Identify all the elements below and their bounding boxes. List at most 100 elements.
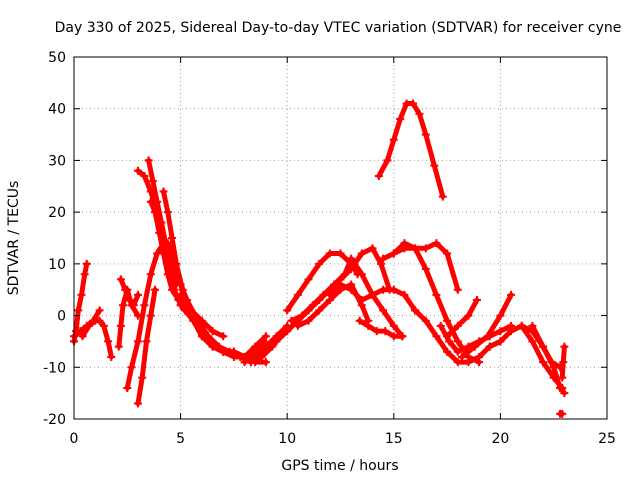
data-point-marker [180, 301, 189, 310]
data-point-marker [496, 327, 505, 336]
data-point-marker [240, 358, 249, 367]
chart-title: Day 330 of 2025, Sidereal Day-to-day VTE… [55, 20, 622, 36]
data-point-marker [496, 311, 505, 320]
data-point-marker [347, 285, 356, 294]
data-point-marker [77, 290, 86, 299]
y-tick-label: 50 [48, 50, 66, 66]
series-arc-05 [116, 275, 142, 310]
data-point-marker [133, 166, 142, 175]
data-point-marker [251, 352, 260, 361]
data-point-marker [389, 332, 398, 341]
data-point-marker [155, 228, 164, 237]
data-point-marker [140, 301, 149, 310]
data-point-marker [261, 332, 270, 341]
data-point-marker [261, 347, 270, 356]
data-point-marker [89, 316, 98, 325]
data-point-marker [121, 285, 130, 294]
x-tick-label: 20 [491, 431, 509, 447]
data-point-marker [421, 244, 430, 253]
data-point-marker [165, 249, 174, 258]
data-point-marker [539, 342, 548, 351]
data-point-marker [464, 311, 473, 320]
data-point-marker [116, 275, 125, 284]
data-point-marker [116, 321, 125, 330]
data-point-marker [496, 337, 505, 346]
data-point-marker [129, 301, 138, 310]
data-point-marker [304, 316, 313, 325]
x-tick-label: 10 [278, 431, 296, 447]
data-point-marker [189, 316, 198, 325]
data-point-marker [389, 285, 398, 294]
plot-series [70, 99, 569, 418]
data-point-marker [539, 358, 548, 367]
data-point-marker [151, 285, 160, 294]
y-tick-label: 40 [48, 102, 66, 118]
data-point-marker [432, 332, 441, 341]
data-point-marker [372, 327, 381, 336]
data-point-marker [163, 208, 172, 217]
data-point-marker [163, 270, 172, 279]
data-point-marker [78, 332, 87, 341]
series-arc-34 [558, 342, 569, 382]
data-point-marker [443, 249, 452, 258]
x-axis-label: GPS time / hours [281, 458, 398, 474]
data-point-marker [436, 321, 445, 330]
data-point-marker [293, 290, 302, 299]
data-point-marker [315, 306, 324, 315]
x-tick-label: 5 [176, 431, 185, 447]
data-point-marker [133, 337, 142, 346]
data-point-marker [140, 171, 149, 180]
data-point-marker [144, 156, 153, 165]
data-point-marker [560, 389, 569, 398]
data-point-marker [559, 358, 568, 367]
data-point-marker [381, 327, 390, 336]
data-point-marker [347, 254, 356, 263]
data-point-marker [146, 311, 155, 320]
data-point-marker [549, 363, 558, 372]
series-arc-30 [458, 290, 516, 361]
data-point-marker [293, 321, 302, 330]
data-point-marker [421, 130, 430, 139]
data-point-marker [368, 290, 377, 299]
data-point-marker [325, 290, 334, 299]
data-point-marker [430, 161, 439, 170]
data-point-marker [172, 270, 181, 279]
series-arc-23 [355, 316, 407, 341]
data-point-marker [485, 342, 494, 351]
data-point-marker [453, 337, 462, 346]
series-arc-22 [325, 280, 420, 315]
data-point-marker [432, 239, 441, 248]
data-point-marker [453, 321, 462, 330]
series-arc-07 [133, 285, 160, 408]
data-point-marker [148, 177, 157, 186]
data-point-marker [383, 156, 392, 165]
y-tick-labels: -20 -10 0 10 20 30 40 50 [43, 50, 66, 428]
data-point-marker [208, 342, 217, 351]
data-point-marker [368, 244, 377, 253]
y-tick-label: 20 [48, 205, 66, 221]
data-point-marker [304, 275, 313, 284]
series-arc-35 [556, 409, 567, 418]
data-point-marker [357, 270, 366, 279]
series-line [444, 297, 480, 339]
data-point-marker [453, 285, 462, 294]
data-point-marker [229, 352, 238, 361]
data-point-marker [80, 270, 89, 279]
data-point-marker [443, 347, 452, 356]
data-point-marker [123, 383, 132, 392]
x-tick-label: 15 [385, 431, 403, 447]
series-arc-33 [528, 321, 569, 398]
series-arc-03 [70, 306, 104, 341]
data-point-marker [464, 358, 473, 367]
data-point-marker [472, 296, 481, 305]
data-point-marker [558, 373, 567, 382]
series-arc-15 [180, 301, 268, 361]
data-point-marker [336, 280, 345, 289]
data-point-marker [146, 270, 155, 279]
data-point-marker [272, 337, 281, 346]
data-point-marker [176, 290, 185, 299]
series-arc-26 [389, 239, 462, 294]
y-axis-label: SDTVAR / TECUs [6, 181, 22, 296]
data-point-marker [259, 337, 268, 346]
